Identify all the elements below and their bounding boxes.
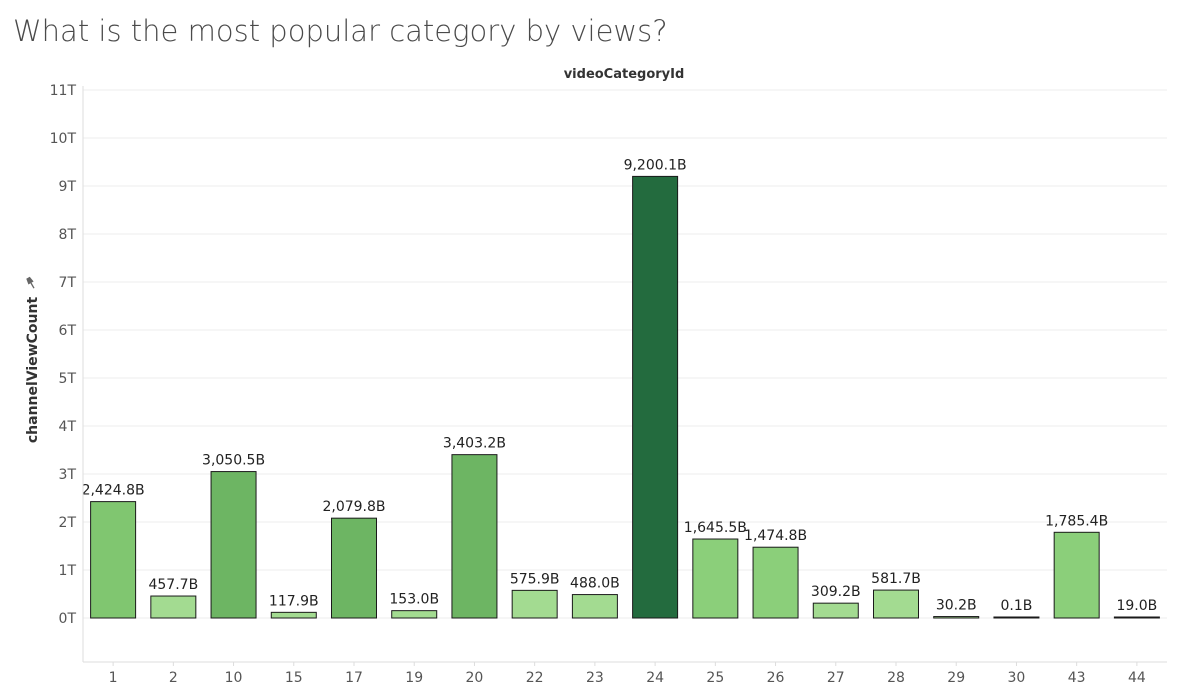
y-tick-label: 7T <box>59 275 77 291</box>
bar-22[interactable] <box>511 589 558 619</box>
y-tick-label: 0T <box>59 611 77 627</box>
x-tick-label: 44 <box>1128 670 1146 686</box>
bar-23[interactable] <box>571 594 618 619</box>
bar-44[interactable] <box>1113 616 1160 619</box>
x-tick-label: 29 <box>947 670 965 686</box>
data-label-2: 457.7B <box>148 577 198 593</box>
data-label-43: 1,785.4B <box>1045 513 1108 529</box>
y-tick-label: 1T <box>59 563 77 579</box>
bar-30[interactable] <box>993 616 1040 619</box>
bar-10[interactable] <box>210 471 257 619</box>
bar-17[interactable] <box>331 517 377 619</box>
bar-20[interactable] <box>451 454 498 619</box>
bar-43[interactable] <box>1053 531 1100 619</box>
y-tick-label: 10T <box>50 131 77 147</box>
y-tick-label: 4T <box>59 419 77 435</box>
bar-29[interactable] <box>933 616 980 619</box>
x-axis-title: videoCategoryId <box>564 67 685 82</box>
data-label-29: 30.2B <box>936 598 977 614</box>
y-tick-label: 3T <box>59 467 77 483</box>
data-label-30: 0.1B <box>1001 598 1033 614</box>
chart-title: What is the most popular category by vie… <box>13 14 668 48</box>
x-tick-label: 10 <box>225 670 243 686</box>
data-label-17: 2,079.8B <box>322 499 385 515</box>
data-label-27: 309.2B <box>811 584 861 600</box>
bar-27[interactable] <box>812 602 859 619</box>
y-axis-title: channelViewCount <box>25 297 41 444</box>
data-label-19: 153.0B <box>389 592 439 608</box>
x-tick-label: 27 <box>827 670 845 686</box>
x-tick-label: 26 <box>767 670 785 686</box>
x-tick-label: 15 <box>285 670 303 686</box>
bar-25[interactable] <box>692 538 739 619</box>
y-axis-ticks: 0T 1T 2T 3T 4T 5T 6T 7T 8T 9T 10T 11T <box>50 83 77 627</box>
pin-needle <box>30 282 35 289</box>
y-tick-label: 8T <box>59 227 77 243</box>
data-label-1: 2,424.8B <box>82 483 145 499</box>
gridlines <box>83 89 1167 619</box>
x-tick-label: 1 <box>109 670 118 686</box>
bars <box>90 175 1160 619</box>
x-tick-label: 19 <box>405 670 423 686</box>
y-tick-label: 5T <box>59 371 77 387</box>
y-tick-label: 2T <box>59 515 77 531</box>
data-label-24: 9,200.1B <box>624 157 687 173</box>
bar-26[interactable] <box>752 546 799 619</box>
bar-1[interactable] <box>90 501 137 619</box>
data-label-26: 1,474.8B <box>744 528 807 544</box>
data-label-15: 117.9B <box>269 593 319 609</box>
data-labels: 2,424.8B 457.7B 3,050.5B 117.9B 2,079.8B 153.… <box>82 157 1158 614</box>
x-tick-label: 28 <box>887 670 905 686</box>
data-label-20: 3,403.2B <box>443 436 506 452</box>
data-label-22: 575.9B <box>510 571 560 587</box>
data-label-44: 19.0B <box>1116 598 1157 614</box>
data-label-28: 581.7B <box>871 571 921 587</box>
bar-28[interactable] <box>873 589 919 619</box>
x-tick-label: 43 <box>1068 670 1086 686</box>
x-tick-label: 22 <box>526 670 544 686</box>
y-tick-label: 11T <box>50 83 77 99</box>
y-tick-label: 6T <box>59 323 77 339</box>
y-tick-label: 9T <box>59 179 77 195</box>
pin-icon[interactable] <box>25 276 36 289</box>
x-axis-ticks: 1 2 10 15 17 19 20 22 23 24 25 26 27 28 29 30 43 44 <box>109 662 1146 686</box>
x-tick-label: 2 <box>169 670 178 686</box>
bar-24[interactable] <box>632 175 679 619</box>
bar-2[interactable] <box>150 595 197 619</box>
x-tick-label: 30 <box>1008 670 1026 686</box>
x-tick-label: 17 <box>345 670 363 686</box>
x-tick-label: 23 <box>586 670 604 686</box>
bar-19[interactable] <box>391 610 438 619</box>
x-tick-label: 25 <box>706 670 724 686</box>
data-label-25: 1,645.5B <box>684 520 747 536</box>
x-tick-label: 20 <box>466 670 484 686</box>
x-tick-label: 24 <box>646 670 664 686</box>
data-label-10: 3,050.5B <box>202 453 265 469</box>
bar-15[interactable] <box>270 611 317 619</box>
pin-head <box>26 276 34 285</box>
data-label-23: 488.0B <box>570 576 620 592</box>
